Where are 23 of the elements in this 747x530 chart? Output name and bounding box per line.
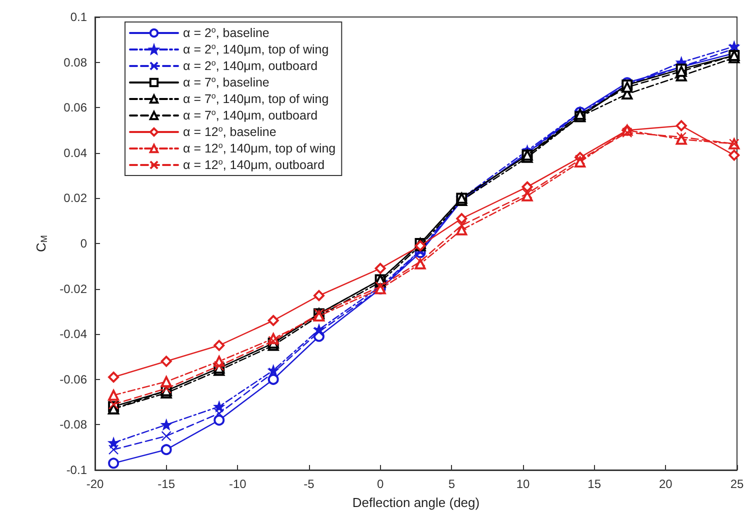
x-tick-label: -5 xyxy=(304,477,315,491)
x-tick-label: 5 xyxy=(448,477,456,491)
x-tick-label: -10 xyxy=(228,477,247,491)
y-tick-label: 0.08 xyxy=(64,55,88,70)
y-tick-label: 0.02 xyxy=(64,191,88,206)
x-tick-label: 20 xyxy=(658,477,673,491)
y-tick-label: -0.08 xyxy=(60,418,88,432)
x-tick-label: 15 xyxy=(588,477,602,491)
x-tick-label: -15 xyxy=(158,477,176,491)
y-tick-label: 0 xyxy=(80,236,88,250)
y-tick-label: 0.06 xyxy=(64,100,88,115)
x-tick-label: 10 xyxy=(516,477,530,491)
y-tick-label: -0.1 xyxy=(66,463,88,477)
x-tick-label: 0 xyxy=(376,477,384,491)
x-tick-label: -20 xyxy=(86,477,104,491)
y-tick-label: 0.1 xyxy=(70,10,88,24)
y-tick-label: -0.04 xyxy=(60,327,88,342)
y-tick-label: -0.06 xyxy=(60,372,88,386)
y-tick-label: 0.04 xyxy=(64,146,88,160)
x-axis-title: Deflection angle (deg) xyxy=(352,495,480,510)
y-axis-title: CM xyxy=(34,235,50,252)
x-tick-label: 25 xyxy=(730,477,744,491)
y-tick-label: -0.02 xyxy=(60,282,88,296)
